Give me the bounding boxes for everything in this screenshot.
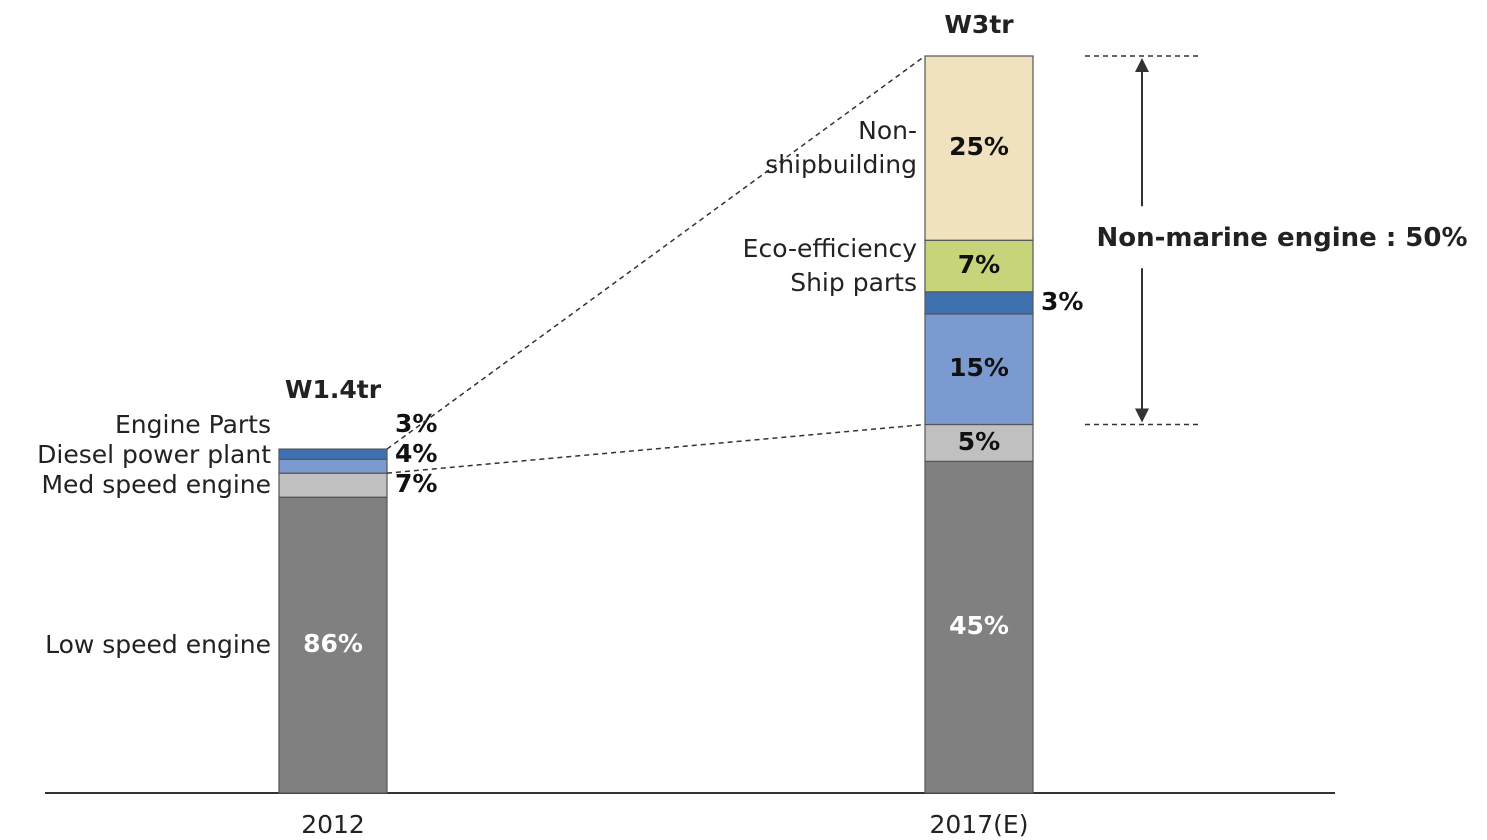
total-label: W1.4tr — [285, 375, 382, 404]
bar-segment — [924, 55, 1034, 241]
value-label: 5% — [958, 427, 1000, 456]
bar-segment — [924, 291, 1034, 315]
value-label: 7% — [958, 250, 1000, 279]
arrow-head — [1135, 408, 1149, 423]
series-label: Non- shipbuilding — [765, 116, 917, 180]
bar-segment — [924, 239, 1034, 293]
x-tick-label: 2012 — [301, 810, 365, 839]
value-label: 15% — [949, 353, 1009, 382]
connector — [386, 55, 926, 450]
value-label: 3% — [1041, 287, 1083, 316]
series-label: Low speed engine — [45, 630, 271, 660]
bar-segment — [278, 496, 388, 794]
value-label: 86% — [303, 629, 363, 658]
total-label: W3tr — [944, 10, 1014, 39]
bar-segment — [278, 472, 388, 498]
value-label: 7% — [395, 469, 437, 498]
bar-segment — [278, 448, 388, 460]
bar-segment — [278, 458, 388, 474]
arrow-head — [1135, 58, 1149, 72]
series-label: Med speed engine — [41, 470, 271, 500]
bar-segment — [924, 460, 1034, 794]
value-label: 45% — [949, 611, 1009, 640]
x-tick-label: 2017(E) — [930, 810, 1029, 839]
series-label: Eco-efficiency Ship parts — [742, 234, 917, 298]
bar-segment — [924, 423, 1034, 462]
series-label: Diesel power plant — [37, 440, 271, 470]
value-label: 4% — [395, 439, 437, 468]
connector — [386, 423, 926, 474]
value-label: 25% — [949, 132, 1009, 161]
value-label: 3% — [395, 409, 437, 438]
series-label: Engine Parts — [114, 410, 271, 440]
annotation: Non-marine engine : 50% — [1096, 223, 1467, 253]
